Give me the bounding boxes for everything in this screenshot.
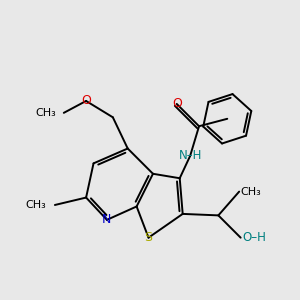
Text: O: O — [172, 98, 182, 110]
Text: CH₃: CH₃ — [36, 108, 56, 118]
Text: S: S — [145, 231, 152, 244]
Text: CH₃: CH₃ — [25, 200, 46, 210]
Text: CH₃: CH₃ — [241, 187, 261, 196]
Text: O–H: O–H — [242, 231, 266, 244]
Text: O: O — [81, 94, 91, 107]
Text: N: N — [102, 213, 112, 226]
Text: N–H: N–H — [178, 149, 202, 162]
